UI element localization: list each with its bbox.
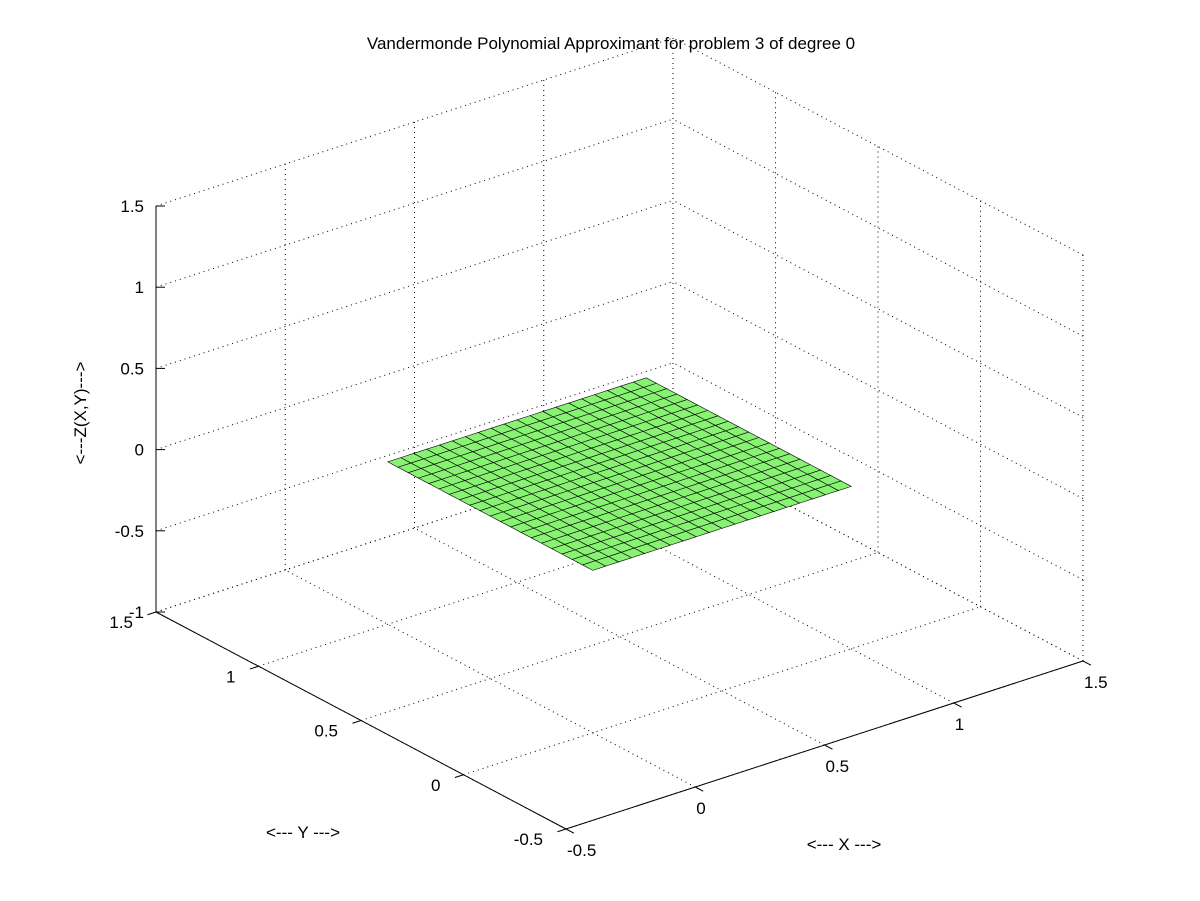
y-tick-label: 1.5 [109,613,133,632]
y-tick-label: -0.5 [514,830,543,849]
z-tick-label: -0.5 [115,522,144,541]
back-wall-grid-line [155,443,674,613]
y-tick [557,828,567,833]
x-tick-label: 1.5 [1084,673,1108,692]
x-tick [824,744,833,750]
y-tick-label: 0 [431,776,440,795]
y-tick-label: 1 [226,667,235,686]
y-tick [352,720,362,724]
floor-grid-line [360,552,879,721]
z-tick-label: 1 [135,278,144,297]
y-tick [454,774,464,779]
back-wall-grid-line [155,118,674,288]
x-tick-label: 0 [696,799,705,818]
x-tick [953,702,962,708]
z-axis-label: <---Z(X,Y)---> [71,361,90,464]
tick-labels: -0.500.511.5-0.500.511.5-1-0.500.511.5 [109,197,1107,860]
back-wall-grid-line [155,362,674,532]
z-tick-label: 0.5 [120,359,144,378]
x-axis-label: <--- X ---> [807,835,882,854]
back-wall-grid-line [155,199,674,369]
floor-grid-line [258,497,776,667]
y-tick [147,611,157,616]
back-wall-grid-line [155,37,674,207]
x-tick [1082,660,1092,666]
chart-title: Vandermonde Polynomial Approximant for p… [367,34,855,53]
x-tick [565,828,575,834]
y-tick [249,665,259,670]
floor-grid-line [463,606,981,776]
x-tick [695,786,704,792]
axes [147,205,1092,834]
y-tick-label: 0.5 [314,722,338,741]
z-tick-label: 1.5 [120,197,144,216]
z-tick-label: 0 [135,441,144,460]
surface-cell [581,560,607,571]
x-tick-label: -0.5 [567,841,596,860]
x-tick-label: 1 [955,715,964,734]
z-tick-label: -1 [129,603,144,622]
surface-mesh [386,377,853,571]
back-wall-grid-line [155,281,674,451]
x-tick-label: 0.5 [826,757,850,776]
y-axis-label: <--- Y ---> [266,823,340,842]
